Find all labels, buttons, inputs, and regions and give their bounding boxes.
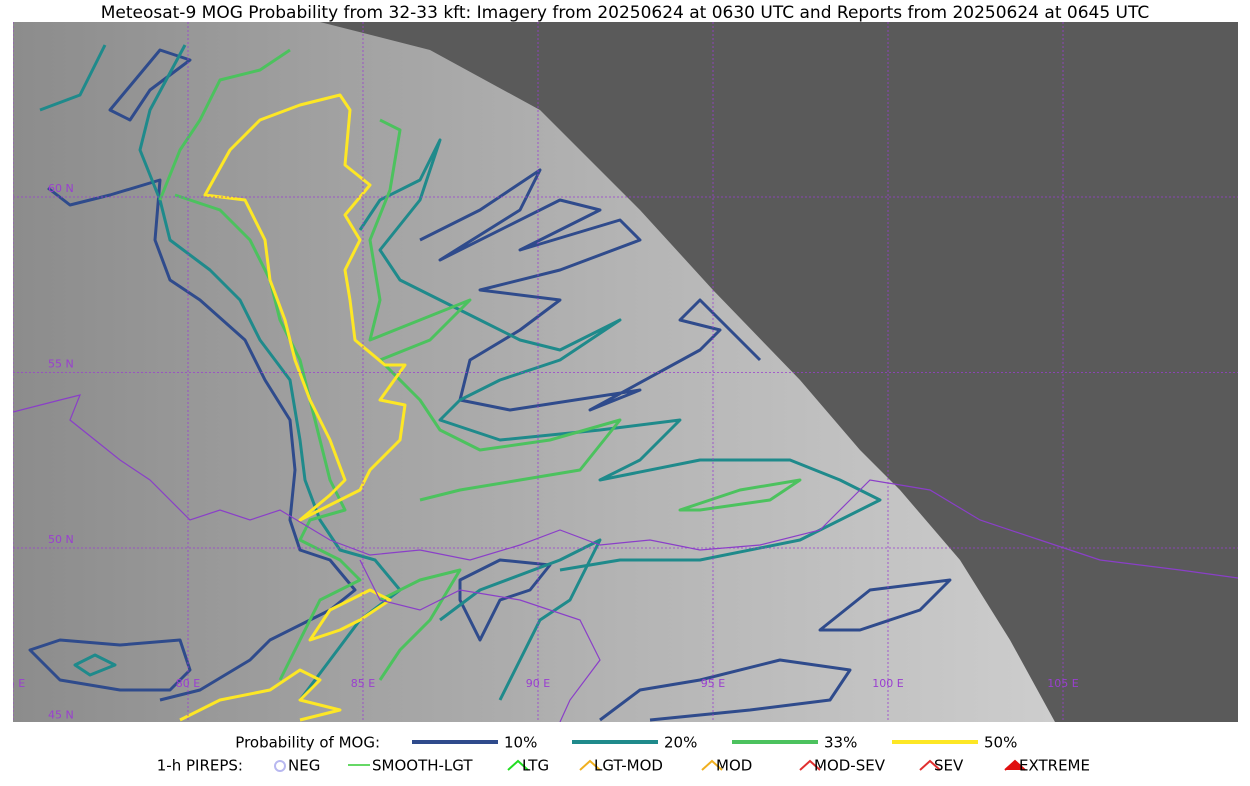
lat-label: 50 N (48, 533, 74, 546)
lon-label: 105 E (1047, 677, 1078, 690)
legend-label: SMOOTH-LGT (372, 757, 473, 775)
legend-label: EXTREME (1019, 757, 1090, 775)
legend-label: LTG (522, 757, 549, 775)
lon-label: 75 E (1, 677, 25, 690)
lat-label: 60 N (48, 182, 74, 195)
legend-label: NEG (288, 757, 320, 775)
legend-label: 10% (504, 734, 537, 752)
legend-title: 1-h PIREPS: (157, 757, 243, 775)
graticule: 60 N 55 N 50 N 45 N 75 E 80 E 85 E 90 E 95 E 100 … (1, 22, 1238, 722)
legend-label: 33% (824, 734, 857, 752)
title: Meteosat-9 MOG Probability from 32-33 kf… (101, 3, 1150, 23)
legend-symbol (799, 759, 821, 771)
legend-symbol (507, 759, 529, 771)
legend-label: SEV (934, 757, 964, 775)
lat-label: 45 N (48, 709, 74, 722)
legend-label: MOD-SEV (814, 757, 886, 775)
lon-label: 95 E (701, 677, 725, 690)
lon-label: 85 E (351, 677, 375, 690)
legend-label: LGT-MOD (594, 757, 663, 775)
contours (28, 44, 952, 722)
lat-label: 55 N (48, 358, 74, 371)
space (320, 22, 1238, 722)
legend-symbol (579, 759, 601, 771)
borders (13, 394, 1238, 722)
legend: Probability of MOG: 10% 20% 33% 50% 1-h PIREP… (157, 734, 1090, 775)
legend-symbol (919, 759, 941, 771)
lon-label: 100 E (872, 677, 903, 690)
legend-symbol (274, 760, 286, 772)
map: 60 N 55 N 50 N 45 N 75 E 80 E 85 E 90 E 95 E 100 … (1, 22, 1238, 722)
legend-symbol (1004, 759, 1026, 771)
legend-label: 20% (664, 734, 697, 752)
lon-label: 90 E (526, 677, 550, 690)
legend-title: Probability of MOG: (235, 734, 380, 752)
legend-label: MOD (716, 757, 752, 775)
lon-label: 80 E (176, 677, 200, 690)
legend-symbol (701, 759, 723, 771)
legend-label: 50% (984, 734, 1017, 752)
